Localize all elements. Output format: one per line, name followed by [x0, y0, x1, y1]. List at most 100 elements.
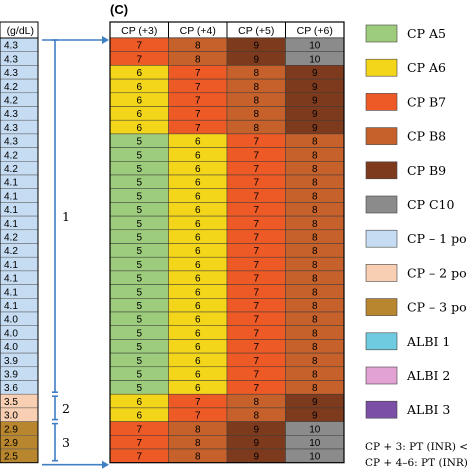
score-value: 8: [312, 383, 318, 394]
score-value: 10: [309, 41, 321, 52]
score-value: 9: [253, 41, 259, 52]
albumin-value: 4.1: [4, 287, 18, 298]
legend-swatch: [365, 332, 398, 351]
albumin-value: 4.0: [4, 315, 18, 326]
legend-label: ALBI 1: [406, 334, 450, 349]
score-value: 7: [253, 164, 259, 175]
score-value: 5: [136, 205, 142, 216]
legend-swatch: [365, 366, 398, 385]
score-value: 10: [309, 452, 321, 463]
albumin-value: 4.1: [4, 301, 18, 312]
score-value: 9: [312, 68, 318, 79]
albumin-value: 4.1: [4, 274, 18, 285]
albumin-value: 4.3: [4, 54, 18, 65]
score-value: 7: [253, 137, 259, 148]
albumin-value: 2.5: [4, 452, 18, 463]
score-value: 7: [253, 315, 259, 326]
score-value: 8: [253, 397, 259, 408]
score-value: 6: [195, 301, 201, 312]
score-value: 6: [195, 164, 201, 175]
score-value: 7: [253, 301, 259, 312]
albumin-value: 4.2: [4, 233, 18, 244]
score-value: 5: [136, 219, 142, 230]
albumin-value: 4.1: [4, 191, 18, 202]
score-value: 5: [136, 150, 142, 161]
score-value: 8: [312, 178, 318, 189]
score-value: 8: [312, 301, 318, 312]
legend-label: CP B9: [407, 163, 446, 178]
arrow-bottom-head: [102, 460, 109, 469]
score-value: 6: [136, 109, 142, 120]
score-value: 8: [253, 109, 259, 120]
score-value: 9: [253, 452, 259, 463]
albumin-value: 4.3: [4, 109, 18, 120]
albumin-value: 4.1: [4, 219, 18, 230]
albumin-value: 3.5: [4, 397, 18, 408]
score-value: 6: [195, 191, 201, 202]
score-value: 6: [136, 82, 142, 93]
score-value: 8: [312, 150, 318, 161]
score-value: 7: [253, 219, 259, 230]
score-value: 7: [253, 178, 259, 189]
score-value: 8: [312, 233, 318, 244]
albumin-value: 4.2: [4, 246, 18, 257]
score-value: 7: [136, 438, 142, 449]
column-header-label: CP (+3): [121, 25, 157, 37]
albumin-value: 4.0: [4, 328, 18, 339]
brace-group-2-label: 2: [62, 401, 70, 416]
legend-label: CP A6: [407, 60, 446, 75]
albumin-value: 2.9: [4, 424, 18, 435]
score-value: 9: [312, 82, 318, 93]
score-value: 5: [136, 137, 142, 148]
score-value: 6: [136, 411, 142, 422]
score-value: 7: [195, 397, 201, 408]
score-value: 8: [253, 96, 259, 107]
score-value: 9: [312, 411, 318, 422]
legend-swatch: [365, 58, 398, 77]
score-value: 5: [136, 274, 142, 285]
score-value: 8: [312, 370, 318, 381]
albumin-value: 3.9: [4, 356, 18, 367]
score-value: 5: [136, 342, 142, 353]
albumin-value: 4.0: [4, 342, 18, 353]
legend-label: CP – 1 po: [407, 231, 467, 246]
score-value: 8: [312, 191, 318, 202]
score-value: 9: [312, 109, 318, 120]
score-value: 6: [195, 383, 201, 394]
score-value: 6: [195, 246, 201, 257]
legend-label: CP – 2 po: [407, 265, 467, 280]
score-value: 6: [136, 397, 142, 408]
score-value: 5: [136, 191, 142, 202]
score-value: 8: [312, 164, 318, 175]
brace-group-1-label: 1: [62, 209, 70, 224]
score-value: 8: [312, 260, 318, 271]
score-value: 5: [136, 246, 142, 257]
score-value: 5: [136, 164, 142, 175]
score-value: 7: [253, 260, 259, 271]
legend-swatch: [365, 229, 398, 248]
score-value: 7: [195, 123, 201, 134]
legend-swatch: [365, 161, 398, 180]
score-value: 5: [136, 328, 142, 339]
score-value: 8: [195, 54, 201, 65]
albumin-value: 4.2: [4, 164, 18, 175]
albumin-value: 4.2: [4, 150, 18, 161]
albumin-value: 3.0: [4, 411, 18, 422]
legend-label: CP – 3 po: [407, 300, 467, 315]
score-value: 6: [195, 370, 201, 381]
albumin-value: 2.9: [4, 438, 18, 449]
footnote: CP + 3: PT (INR) <: [365, 441, 468, 453]
score-value: 6: [195, 219, 201, 230]
score-value: 7: [136, 424, 142, 435]
score-value: 6: [195, 205, 201, 216]
albumin-value: 4.3: [4, 68, 18, 79]
score-value: 8: [253, 123, 259, 134]
score-value: 7: [195, 82, 201, 93]
score-value: 8: [312, 287, 318, 298]
score-value: 9: [253, 424, 259, 435]
column-header-label: CP (+4): [180, 25, 216, 37]
score-value: 9: [253, 54, 259, 65]
score-value: 9: [253, 438, 259, 449]
score-value: 8: [312, 342, 318, 353]
score-value: 6: [136, 96, 142, 107]
